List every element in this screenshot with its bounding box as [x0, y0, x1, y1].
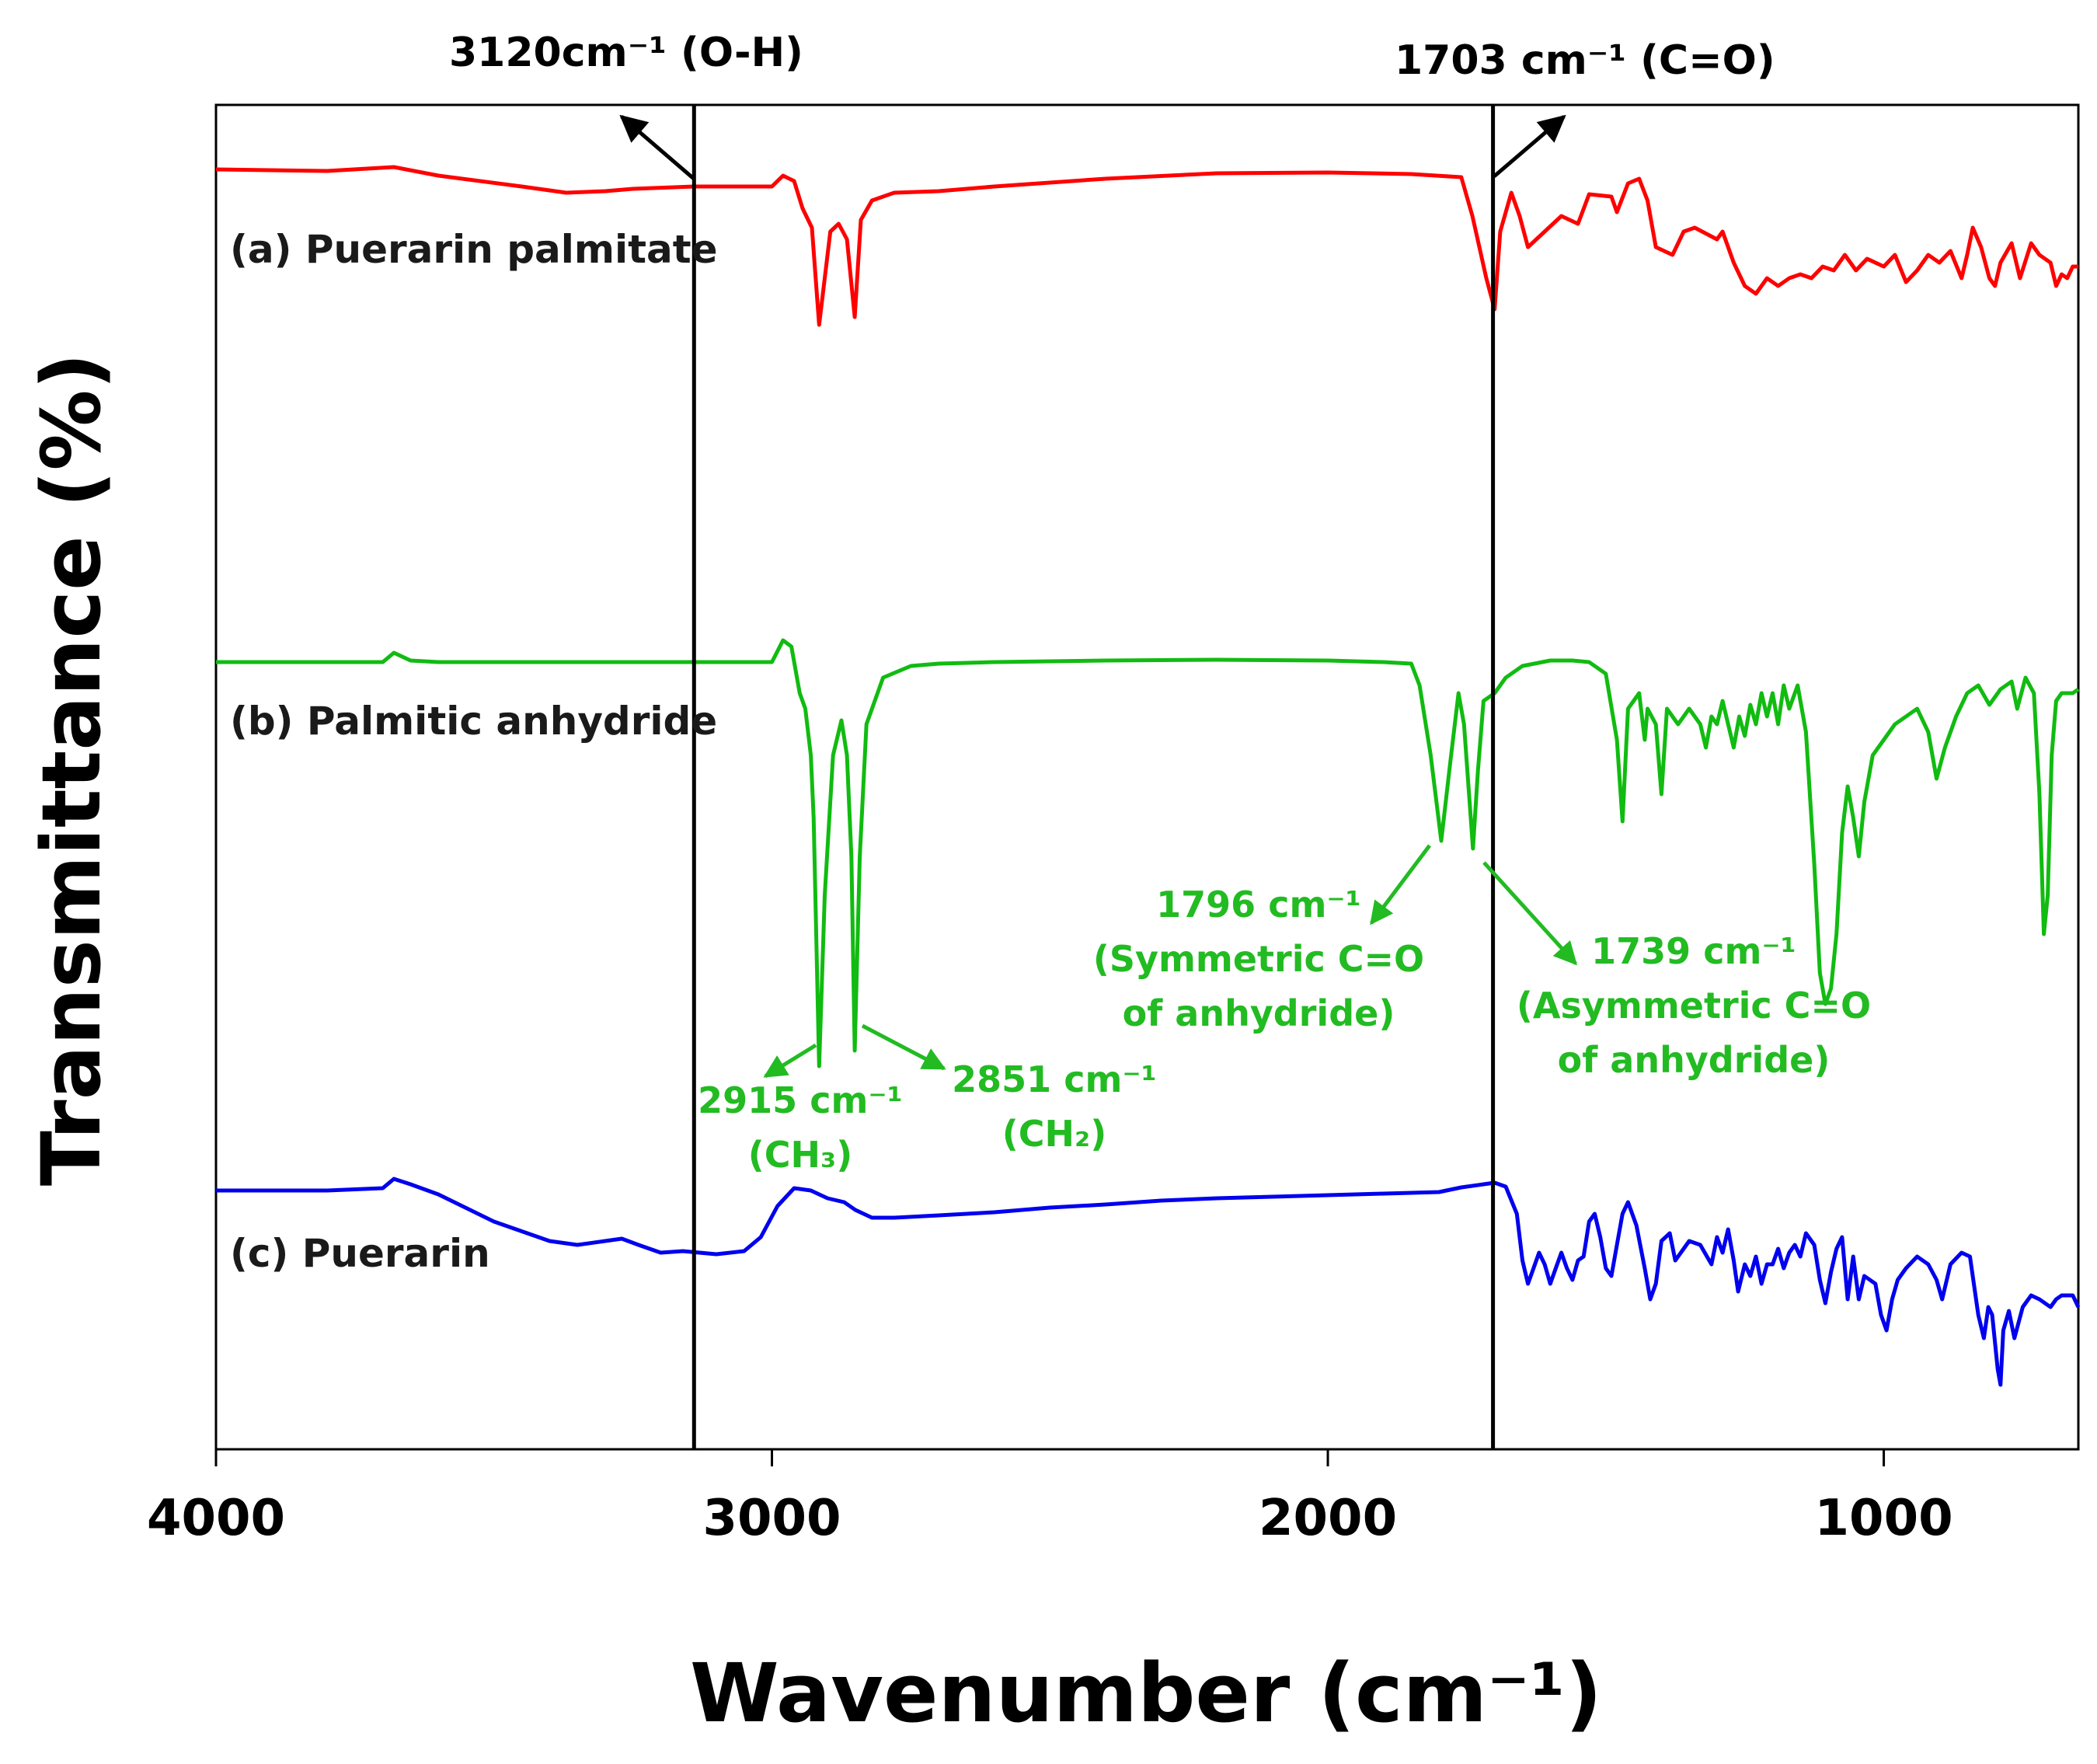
anno-1739-line1: 1739 cm⁻¹ [1591, 930, 1796, 972]
arrow-co [1493, 114, 1566, 178]
x-tick-label-1000: 1000 [1815, 1490, 1953, 1547]
anno-2915-line1: 2915 cm⁻¹ [698, 1079, 903, 1121]
anno-1739-line3: of anhydride) [1558, 1039, 1831, 1081]
anno-arrow-2851 [861, 1023, 946, 1071]
anno-1796-line1: 1796 cm⁻¹ [1156, 884, 1361, 926]
x-tick-label-3000: 3000 [702, 1490, 841, 1547]
series-label-puerarin-palmitate: (a) Puerarin palmitate [230, 227, 718, 272]
reference-label-co: 1703 cm⁻¹ (C=O) [1395, 37, 1775, 84]
y-axis-title: Transmittance (%) [24, 353, 119, 1186]
series-label-palmitic-anhydride: (b) Palmitic anhydride [230, 699, 717, 744]
series-line-1 [216, 638, 2080, 1069]
series-line-0 [215, 165, 2078, 327]
series-layer [215, 165, 2081, 1387]
reference-label-oh: 3120cm⁻¹ (O-H) [449, 30, 803, 76]
x-axis-title: Wavenumber (cm⁻¹) [690, 1646, 1602, 1741]
anno-2851-line2: (CH₂) [1002, 1113, 1106, 1155]
x-axis: 4000 3000 2000 1000 [147, 1449, 1953, 1547]
anno-2851-line1: 2851 cm⁻¹ [952, 1058, 1157, 1100]
x-tick-label-4000: 4000 [147, 1490, 285, 1547]
x-tick-label-2000: 2000 [1259, 1490, 1397, 1547]
anno-2915-line2: (CH₃) [748, 1134, 852, 1176]
annotation-layer: 2915 cm⁻¹ (CH₃) 2851 cm⁻¹ (CH₂) 1796 cm⁻… [698, 844, 1871, 1176]
arrow-oh [619, 114, 695, 180]
anno-arrow-2915 [763, 1043, 817, 1079]
anno-1796-line3: of anhydride) [1123, 992, 1395, 1034]
anno-1739-line2: (Asymmetric C=O [1517, 985, 1871, 1027]
anno-1796-line2: (Symmetric C=O [1093, 938, 1424, 980]
series-label-puerarin: (c) Puerarin [230, 1231, 490, 1276]
anno-arrow-1739 [1482, 861, 1578, 966]
anno-arrow-1796 [1370, 844, 1431, 926]
plot-frame [214, 103, 2080, 1451]
series-line-2 [216, 1177, 2081, 1387]
